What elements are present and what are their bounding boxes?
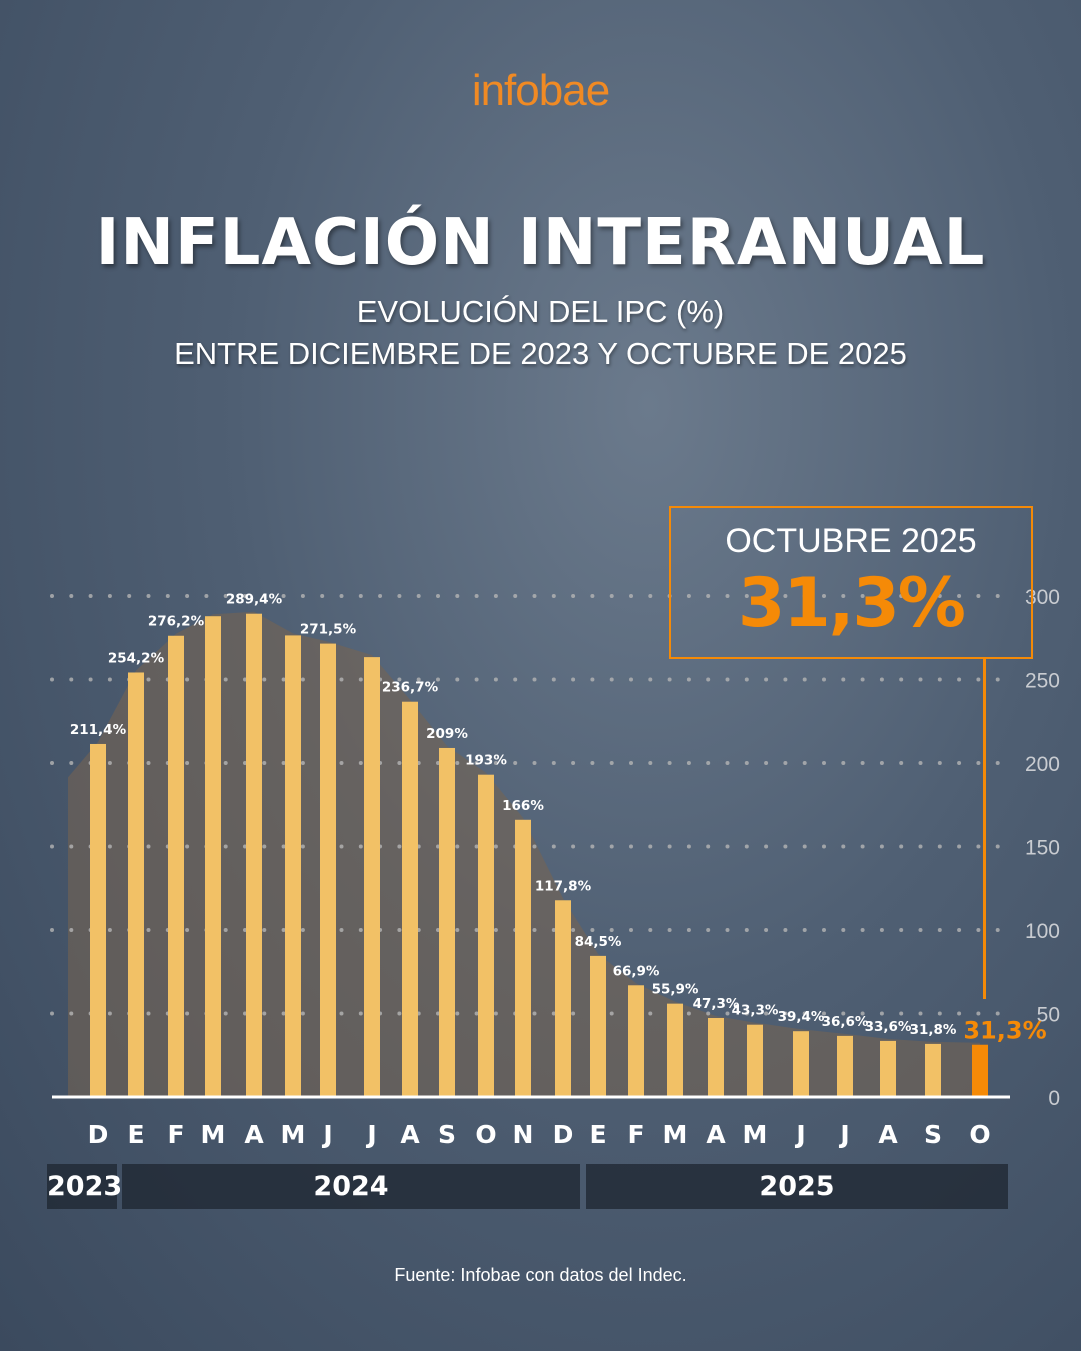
- data-label: 66,9%: [613, 963, 660, 979]
- x-tick-label: M: [743, 1120, 768, 1149]
- bar: [168, 635, 184, 1097]
- data-label: 211,4%: [70, 722, 127, 738]
- data-label: 55,9%: [652, 982, 699, 998]
- x-tick-label: O: [969, 1120, 990, 1149]
- y-tick-label: 200: [1025, 753, 1060, 776]
- bar: [478, 774, 494, 1097]
- bar: [90, 743, 106, 1097]
- bar: [285, 635, 301, 1097]
- data-label: 276,2%: [148, 614, 205, 630]
- bar: [590, 955, 606, 1097]
- callout-value: 31,3%: [738, 564, 966, 643]
- data-label: 209%: [426, 726, 468, 742]
- x-tick-label: A: [706, 1120, 726, 1149]
- data-label: 289,4%: [226, 592, 283, 608]
- x-tick-label: A: [878, 1120, 898, 1149]
- bar: [972, 1044, 988, 1097]
- bar: [439, 747, 455, 1097]
- year-band-2024: 2024: [122, 1164, 580, 1209]
- x-tick-label: E: [589, 1120, 606, 1149]
- x-tick-label: M: [281, 1120, 306, 1149]
- x-tick-label: M: [201, 1120, 226, 1149]
- x-tick-label: M: [663, 1120, 688, 1149]
- bar: [837, 1035, 853, 1097]
- infobae-logo: infobae: [471, 66, 610, 115]
- bar: [205, 616, 221, 1097]
- source-note: Fuente: Infobae con datos del Indec.: [394, 1265, 687, 1285]
- x-tick-label: S: [438, 1120, 456, 1149]
- data-label: 33,6%: [865, 1019, 912, 1035]
- x-tick-label: D: [553, 1120, 574, 1149]
- y-tick-label: 150: [1025, 837, 1060, 860]
- bar: [515, 819, 531, 1097]
- bar: [925, 1043, 941, 1097]
- data-label: 47,3%: [693, 996, 740, 1012]
- y-tick-label: 250: [1025, 670, 1060, 693]
- x-tick-label: J: [365, 1120, 376, 1149]
- highlight-callout: OCTUBRE 2025 31,3%: [669, 506, 1033, 659]
- bar: [667, 1003, 683, 1097]
- x-tick-label: N: [513, 1120, 534, 1149]
- bar: [555, 900, 571, 1097]
- year-band-2023: 2023: [47, 1164, 122, 1209]
- data-label: 236,7%: [382, 680, 439, 696]
- bar: [747, 1024, 763, 1097]
- y-tick-label: 0: [1048, 1087, 1060, 1110]
- x-tick-label: O: [475, 1120, 496, 1149]
- data-label: 31,3%: [963, 1017, 1046, 1045]
- x-tick-label: A: [400, 1120, 420, 1149]
- chart-subtitle-2: ENTRE DICIEMBRE DE 2023 Y OCTUBRE DE 202…: [174, 336, 907, 371]
- x-tick-label: J: [321, 1120, 332, 1149]
- year-band-2025: 2025: [586, 1164, 1008, 1209]
- bar: [402, 701, 418, 1097]
- x-tick-label: J: [794, 1120, 805, 1149]
- data-label: 36,6%: [822, 1014, 869, 1030]
- data-label: 117,8%: [535, 878, 592, 894]
- x-tick-label: D: [88, 1120, 109, 1149]
- x-tick-label: F: [167, 1120, 184, 1149]
- data-label: 254,2%: [108, 650, 165, 666]
- bar: [320, 643, 336, 1097]
- data-label: 43,3%: [732, 1003, 779, 1019]
- data-label: 271,5%: [300, 622, 357, 638]
- x-tick-label: A: [244, 1120, 264, 1149]
- data-label: 193%: [465, 753, 507, 769]
- data-label: 166%: [502, 798, 544, 814]
- data-label: 84,5%: [575, 934, 622, 950]
- bar: [793, 1031, 809, 1097]
- y-tick-label: 300: [1025, 586, 1060, 609]
- bar: [708, 1018, 724, 1097]
- x-tick-label: J: [838, 1120, 849, 1149]
- data-label: 31,8%: [910, 1022, 957, 1038]
- bar: [628, 985, 644, 1097]
- bar: [246, 613, 262, 1097]
- callout-label: OCTUBRE 2025: [725, 522, 977, 560]
- data-label: 39,4%: [778, 1009, 825, 1025]
- bar: [880, 1040, 896, 1097]
- y-tick-label: 100: [1025, 920, 1060, 943]
- bar: [364, 657, 380, 1097]
- x-tick-label: E: [127, 1120, 144, 1149]
- bar: [128, 672, 144, 1097]
- x-tick-label: S: [924, 1120, 942, 1149]
- chart-title: INFLACIÓN INTERANUAL: [95, 206, 986, 280]
- chart-subtitle-1: EVOLUCIÓN DEL IPC (%): [356, 294, 725, 329]
- callout-leader-line: [983, 659, 986, 999]
- x-tick-label: F: [627, 1120, 644, 1149]
- y-tick-label: 50: [1037, 1004, 1060, 1027]
